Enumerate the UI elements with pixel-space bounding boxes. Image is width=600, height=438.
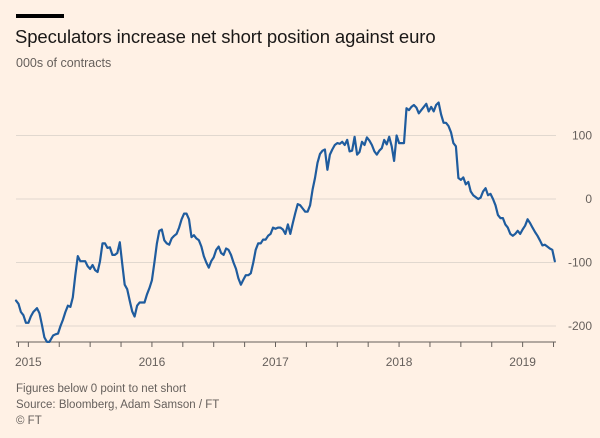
copyright: © FT — [16, 415, 42, 427]
footer-note: Figures below 0 point to net short — [16, 383, 187, 395]
x-tick-label: 2016 — [139, 355, 166, 369]
y-tick-label: -200 — [568, 319, 592, 333]
y-tick-label: -100 — [568, 256, 592, 270]
x-tick-label: 2017 — [262, 355, 289, 369]
y-tick-label: 0 — [585, 192, 592, 206]
x-tick-label: 2015 — [15, 355, 42, 369]
x-tick-label: 2018 — [386, 355, 413, 369]
series-line — [14, 101, 556, 343]
source-line: Source: Bloomberg, Adam Samson / FT — [16, 399, 220, 411]
chart-subtitle: 000s of contracts — [16, 56, 112, 70]
y-tick-label: 100 — [572, 129, 592, 143]
chart-title: Speculators increase net short position … — [15, 26, 436, 47]
title-accent-bar — [16, 14, 64, 18]
x-tick-label: 2019 — [509, 355, 536, 369]
